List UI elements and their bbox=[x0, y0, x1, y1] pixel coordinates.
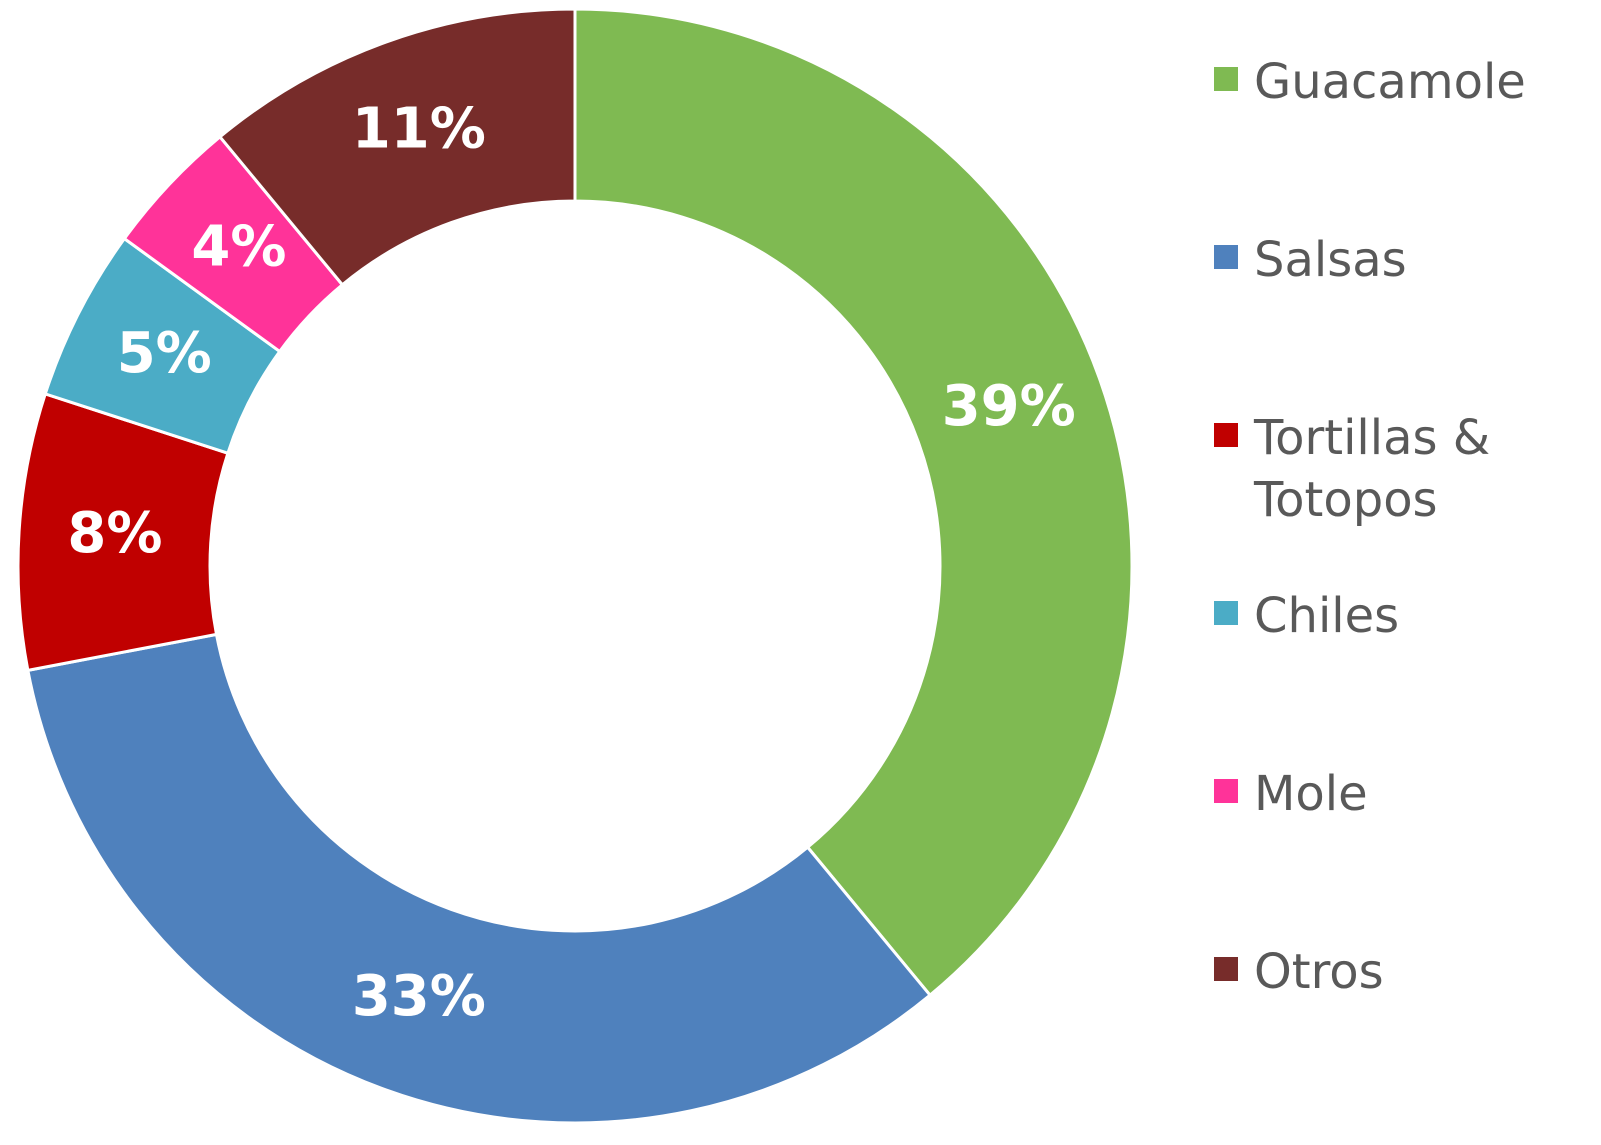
legend-label: Guacamole bbox=[1254, 54, 1526, 110]
legend-label: Tortillas & Totopos bbox=[1254, 410, 1491, 528]
data-label: 8% bbox=[67, 501, 162, 566]
legend-item: Guacamole bbox=[1214, 51, 1574, 113]
data-label: 33% bbox=[352, 964, 486, 1029]
data-label: 11% bbox=[352, 96, 486, 161]
data-label: 4% bbox=[191, 215, 286, 280]
legend-swatch bbox=[1214, 67, 1238, 91]
legend-item: Chiles bbox=[1214, 585, 1574, 647]
legend-item: Otros bbox=[1214, 941, 1574, 1003]
legend-label: Mole bbox=[1254, 766, 1368, 822]
legend-swatch bbox=[1214, 779, 1238, 803]
legend-swatch bbox=[1214, 957, 1238, 981]
legend-swatch bbox=[1214, 423, 1238, 447]
donut-slice bbox=[217, 7, 577, 287]
legend-swatch bbox=[1214, 245, 1238, 269]
donut-slice bbox=[26, 632, 933, 1125]
legend-label: Otros bbox=[1254, 944, 1384, 1000]
legend-item: Salsas bbox=[1214, 229, 1574, 291]
legend-item: Mole bbox=[1214, 763, 1574, 825]
legend-swatch bbox=[1214, 601, 1238, 625]
data-label: 39% bbox=[942, 374, 1076, 439]
legend-label: Salsas bbox=[1254, 232, 1407, 288]
donut-slice bbox=[573, 7, 1134, 998]
legend-label: Chiles bbox=[1254, 588, 1400, 644]
chart: 39% 33% 8% 5% 4% 11% bbox=[16, 7, 1134, 1125]
data-label: 5% bbox=[117, 321, 212, 386]
legend-item: Tortillas & Totopos bbox=[1214, 407, 1574, 531]
